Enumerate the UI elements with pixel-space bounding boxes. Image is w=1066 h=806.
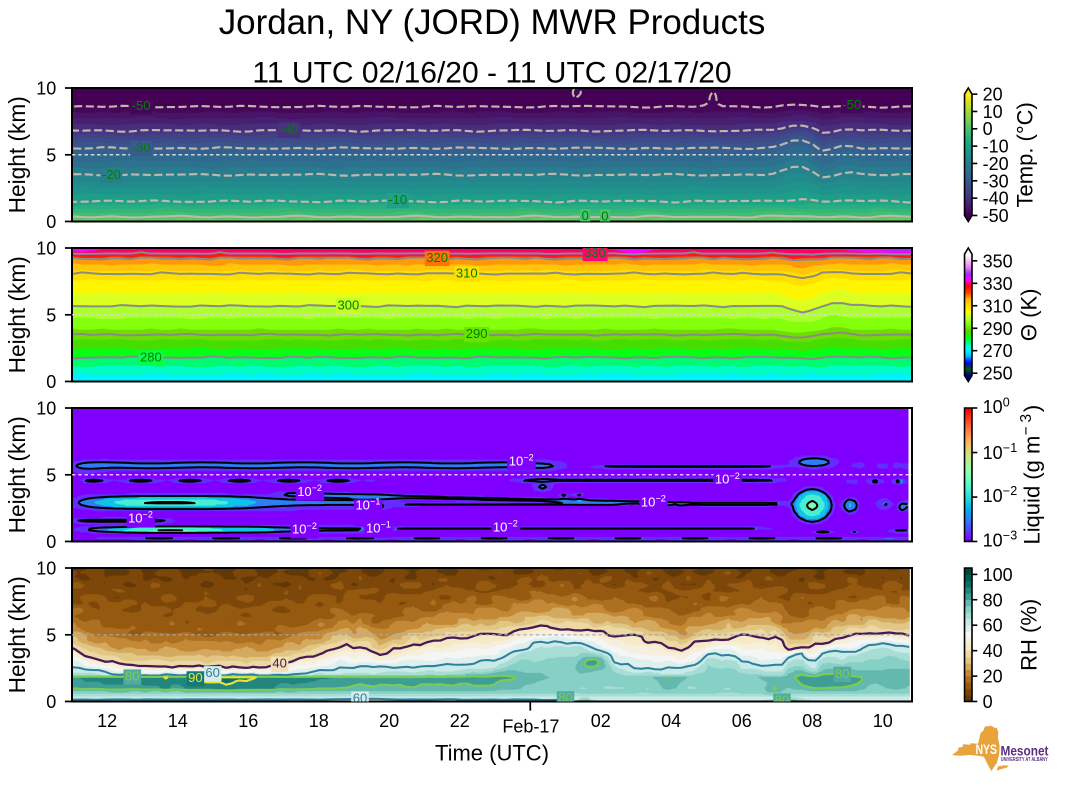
- svg-text:60: 60: [983, 616, 1003, 636]
- svg-text:1 0 − 1: 1 0 − 1: [355, 486, 381, 515]
- svg-text:280: 280: [140, 349, 162, 364]
- svg-text:Temp. (°C): Temp. (°C): [1013, 102, 1038, 207]
- svg-text:80: 80: [983, 590, 1003, 610]
- svg-text:0: 0: [46, 372, 56, 392]
- svg-text:1 0 −: 1 0 − 3: [983, 521, 1018, 552]
- svg-text:40: 40: [272, 656, 287, 671]
- svg-text:5: 5: [46, 305, 56, 325]
- svg-text:-50: -50: [842, 97, 861, 112]
- svg-text:270: 270: [983, 341, 1013, 361]
- svg-text:12: 12: [97, 711, 117, 731]
- svg-text:80: 80: [125, 668, 140, 683]
- svg-text:0: 0: [46, 532, 56, 552]
- svg-text:80: 80: [558, 690, 573, 705]
- svg-text:Height (km): Height (km): [4, 576, 30, 693]
- svg-text:60: 60: [353, 690, 368, 705]
- svg-text:-50: -50: [983, 206, 1009, 226]
- svg-text:0: 0: [983, 692, 993, 712]
- svg-text:10: 10: [983, 102, 1003, 122]
- svg-text:10: 10: [36, 399, 56, 419]
- svg-text:-10: -10: [983, 137, 1009, 157]
- svg-text:1 0 − 1: 1 0 − 1: [366, 509, 392, 538]
- svg-text:02: 02: [591, 711, 611, 731]
- svg-text:60: 60: [205, 665, 220, 680]
- svg-text:40: 40: [983, 641, 1003, 661]
- svg-text:310: 310: [456, 265, 478, 280]
- svg-text:330: 330: [983, 274, 1013, 294]
- svg-text:08: 08: [802, 711, 822, 731]
- svg-text:-20: -20: [102, 167, 121, 182]
- svg-text:290: 290: [466, 326, 488, 341]
- svg-text:10: 10: [36, 239, 56, 259]
- svg-text:-30: -30: [983, 171, 1009, 191]
- svg-text:-20: -20: [983, 154, 1009, 174]
- svg-text:20: 20: [983, 667, 1003, 687]
- svg-text:-30: -30: [132, 140, 151, 155]
- svg-text:290: 290: [983, 319, 1013, 339]
- svg-text:16: 16: [238, 711, 258, 731]
- svg-text:1 0 − 2: 1 0 − 2: [297, 472, 323, 501]
- svg-text:100: 100: [983, 565, 1013, 585]
- svg-text:1 0 − 2: 1 0 − 2: [292, 510, 318, 539]
- svg-text:20: 20: [379, 711, 399, 731]
- svg-text:-40: -40: [983, 189, 1009, 209]
- svg-text:5: 5: [46, 625, 56, 645]
- svg-text:18: 18: [309, 711, 329, 731]
- svg-text:300: 300: [338, 298, 360, 313]
- svg-text:UNIVERSITY AT ALBANY: UNIVERSITY AT ALBANY: [1001, 757, 1049, 763]
- svg-text:1 0 0: 1 0 0: [983, 394, 1010, 418]
- svg-text:Mesonet: Mesonet: [1001, 743, 1049, 758]
- svg-text:Height (km): Height (km): [4, 416, 30, 533]
- svg-text:-40: -40: [280, 121, 299, 136]
- svg-text:0: 0: [46, 212, 56, 232]
- svg-text:Jordan, NY (JORD) MWR Products: Jordan, NY (JORD) MWR Products: [219, 3, 766, 42]
- svg-text:350: 350: [983, 251, 1013, 271]
- svg-text:04: 04: [661, 711, 681, 731]
- svg-text:20: 20: [983, 85, 1003, 105]
- svg-text:320: 320: [426, 250, 448, 265]
- svg-text:Height (km): Height (km): [4, 256, 30, 373]
- svg-text:90: 90: [188, 670, 203, 685]
- svg-text:10: 10: [36, 559, 56, 579]
- svg-text:0: 0: [46, 692, 56, 712]
- svg-text:310: 310: [983, 296, 1013, 316]
- svg-text:80: 80: [775, 692, 790, 707]
- svg-text:10: 10: [36, 79, 56, 99]
- svg-text:1 0 − 2: 1 0 − 2: [509, 442, 535, 471]
- svg-text:1 0 − 2: 1 0 − 2: [493, 507, 519, 536]
- svg-text:250: 250: [983, 364, 1013, 384]
- svg-text:0: 0: [983, 119, 993, 139]
- svg-text:11 UTC 02/16/20 - 11 UTC 02/17: 11 UTC 02/16/20 - 11 UTC 02/17/20: [252, 56, 731, 89]
- svg-text:1 0 − 2: 1 0 − 2: [128, 499, 154, 528]
- svg-text:22: 22: [450, 711, 470, 731]
- svg-text:06: 06: [732, 711, 752, 731]
- svg-text:Feb-17: Feb-17: [502, 716, 559, 736]
- svg-text:10: 10: [873, 711, 893, 731]
- svg-text:1 0 −: 1 0 − 1: [983, 433, 1018, 464]
- svg-text:Height (km): Height (km): [4, 96, 30, 213]
- svg-text:5: 5: [46, 145, 56, 165]
- svg-text:5: 5: [46, 465, 56, 485]
- svg-text:1 0 −: 1 0 − 2: [983, 476, 1018, 507]
- svg-text:0: 0: [601, 208, 608, 223]
- svg-text:RH (%): RH (%): [1017, 599, 1042, 671]
- svg-text:14: 14: [168, 711, 188, 731]
- svg-text:-10: -10: [388, 192, 407, 207]
- svg-text:L i q u: L i q u i d ( g m ) − 3: [1012, 399, 1045, 545]
- svg-text:1 0 − 2: 1 0 − 2: [641, 483, 667, 512]
- svg-text:330: 330: [584, 245, 606, 260]
- svg-text:Time (UTC): Time (UTC): [435, 740, 549, 765]
- svg-text:1 0 − 2: 1 0 − 2: [715, 460, 741, 489]
- svg-text:80: 80: [835, 666, 850, 681]
- svg-text:-50: -50: [132, 98, 151, 113]
- svg-text:Θ (K): Θ (K): [1017, 289, 1042, 342]
- svg-text:0: 0: [582, 208, 589, 223]
- svg-text:NYS: NYS: [976, 742, 998, 757]
